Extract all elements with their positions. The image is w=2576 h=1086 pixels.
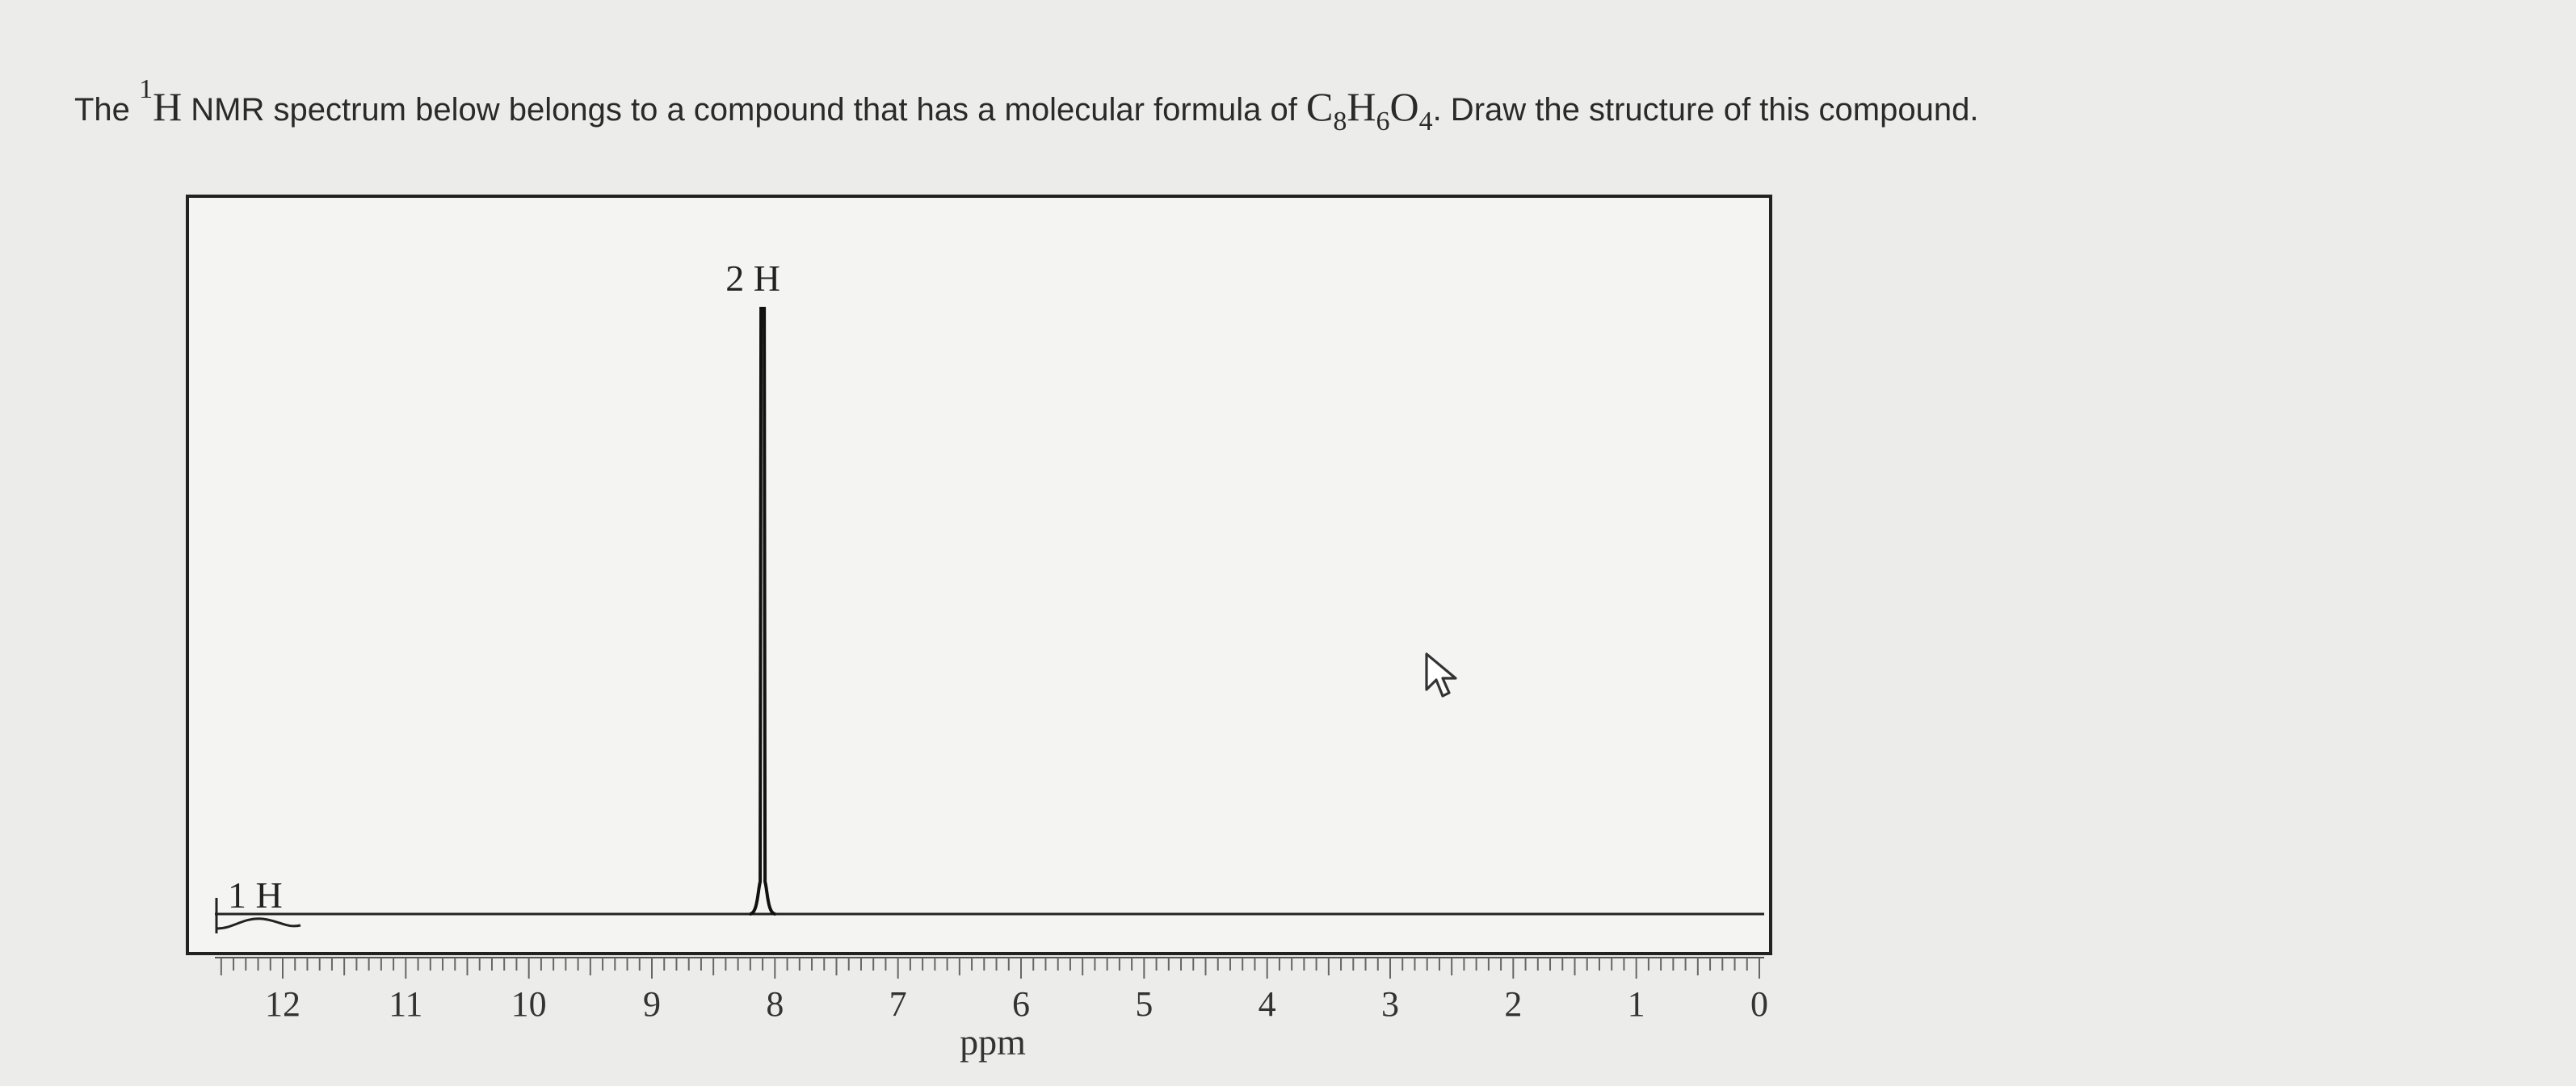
question-mid: NMR spectrum below belongs to a compound… <box>191 92 1297 128</box>
formula-o: O <box>1389 84 1419 129</box>
tick-label-2: 2 <box>1504 984 1522 1024</box>
tick-label-11: 11 <box>389 984 422 1024</box>
plot-frame <box>186 195 1772 955</box>
peak-12.4 <box>215 898 301 933</box>
formula-c: C <box>1306 84 1334 129</box>
formula-o-count: 4 <box>1418 107 1433 136</box>
tick-label-0: 0 <box>1750 984 1768 1024</box>
tick-label-7: 7 <box>889 984 907 1024</box>
tick-label-3: 3 <box>1381 984 1399 1024</box>
tick-label-12: 12 <box>265 984 300 1024</box>
x-axis-label: ppm <box>960 1021 1026 1063</box>
question-lead: The <box>74 92 130 128</box>
tick-label-5: 5 <box>1135 984 1153 1024</box>
tick-label-6: 6 <box>1012 984 1030 1024</box>
tick-label-8: 8 <box>766 984 784 1024</box>
tick-label-4: 4 <box>1259 984 1276 1024</box>
tick-label-1: 1 <box>1628 984 1645 1024</box>
question-end: . Draw the structure of this compound. <box>1432 92 1979 128</box>
formula-h: H <box>1347 84 1376 129</box>
peaks: 2 H 1 H <box>215 258 780 933</box>
peak-8.1 <box>749 307 776 916</box>
nucleus-mass: 1 <box>139 74 153 104</box>
ppm-ruler <box>215 957 1764 979</box>
nucleus-symbol: H <box>153 84 183 129</box>
tick-label-9: 9 <box>643 984 661 1024</box>
peak-label-1h: 1 H <box>228 874 283 916</box>
arrow-pointer-icon <box>1423 651 1462 705</box>
tick-labels: 12 11 10 9 8 7 6 5 4 3 2 1 0 <box>265 984 1768 1024</box>
peak-label-2h: 2 H <box>725 258 780 299</box>
formula-c-count: 8 <box>1333 107 1347 136</box>
formula-h-count: 6 <box>1376 107 1390 136</box>
tick-label-10: 10 <box>511 984 547 1024</box>
question-text: The 1H NMR spectrum below belongs to a c… <box>74 74 1978 137</box>
